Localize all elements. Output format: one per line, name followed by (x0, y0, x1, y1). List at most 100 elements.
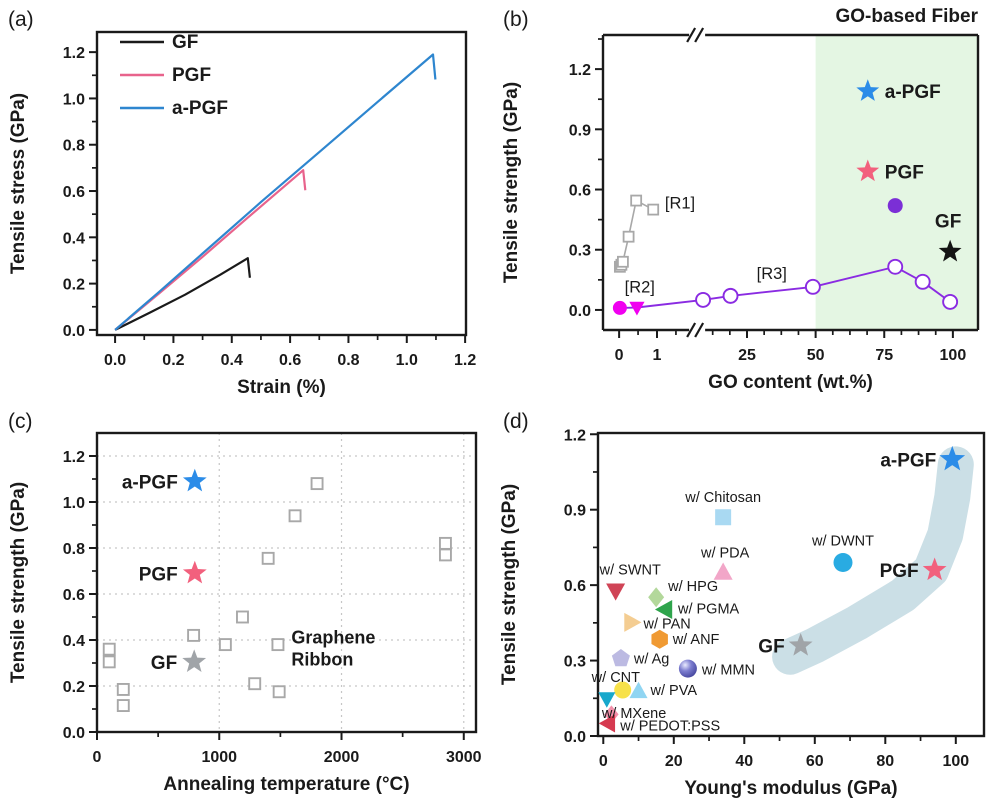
panel-c-series (102, 468, 452, 712)
svg-text:1: 1 (653, 347, 662, 364)
svg-text:GO content (wt.%): GO content (wt.%) (708, 372, 873, 393)
svg-text:0.0: 0.0 (63, 725, 85, 742)
svg-text:w/ SWNT: w/ SWNT (599, 563, 661, 579)
svg-text:Graphene: Graphene (291, 627, 375, 647)
panel-d-series (598, 445, 966, 733)
svg-text:0.8: 0.8 (337, 352, 359, 369)
svg-text:Ribbon: Ribbon (291, 649, 353, 669)
svg-text:1.0: 1.0 (396, 352, 418, 369)
svg-text:w/ MXene: w/ MXene (601, 706, 666, 722)
svg-text:1.2: 1.2 (569, 62, 591, 79)
svg-text:0: 0 (599, 753, 608, 770)
svg-text:0.8: 0.8 (63, 541, 85, 558)
svg-text:w/ PEDOT:PSS: w/ PEDOT:PSS (619, 718, 720, 734)
svg-text:w/ DWNT: w/ DWNT (811, 533, 874, 549)
svg-text:0.6: 0.6 (63, 184, 85, 201)
svg-text:0.0: 0.0 (63, 323, 85, 340)
svg-text:0.2: 0.2 (63, 679, 85, 696)
svg-text:a-PGF: a-PGF (880, 450, 936, 471)
svg-text:Strain (%): Strain (%) (237, 377, 326, 398)
svg-text:3000: 3000 (446, 749, 482, 766)
svg-text:Tensile strength (GPa): Tensile strength (GPa) (499, 484, 520, 685)
svg-text:1.0: 1.0 (63, 495, 85, 512)
svg-text:PGF: PGF (172, 65, 211, 86)
svg-text:1.2: 1.2 (454, 352, 476, 369)
svg-text:75: 75 (875, 347, 893, 364)
svg-text:20: 20 (665, 753, 683, 770)
svg-text:Annealing temperature (°C): Annealing temperature (°C) (163, 774, 409, 795)
svg-text:40: 40 (735, 753, 753, 770)
svg-text:0: 0 (615, 347, 624, 364)
svg-text:0.0: 0.0 (569, 303, 591, 320)
svg-text:w/ MMN: w/ MMN (701, 663, 755, 679)
svg-text:GF: GF (758, 636, 784, 657)
panel-a-series (114, 53, 437, 331)
panel-a-legend: GF PGF a-PGF (120, 32, 228, 119)
svg-text:0.3: 0.3 (569, 243, 591, 260)
svg-text:GF: GF (935, 212, 961, 233)
svg-text:w/ ANF: w/ ANF (672, 632, 720, 648)
svg-text:w/ Ag: w/ Ag (633, 652, 669, 668)
svg-text:0.6: 0.6 (279, 352, 301, 369)
svg-text:1.2: 1.2 (63, 45, 85, 62)
svg-text:[R1]: [R1] (665, 195, 695, 213)
svg-text:PGF: PGF (885, 162, 924, 183)
svg-text:0.2: 0.2 (162, 352, 184, 369)
svg-text:80: 80 (876, 753, 894, 770)
svg-text:a-PGF: a-PGF (122, 472, 178, 493)
svg-text:0.6: 0.6 (569, 183, 591, 200)
svg-text:w/ PAN: w/ PAN (642, 616, 690, 632)
panel-b-go-content-chart: 0 1 25 50 75 100 0.0 0.3 0.6 0.9 1.2 GO content (wt… (501, 6, 980, 393)
svg-text:0.4: 0.4 (63, 230, 85, 247)
svg-text:w/ PGMA: w/ PGMA (677, 602, 740, 618)
panel-d-letter: (d) (503, 410, 529, 433)
svg-text:0.6: 0.6 (564, 578, 586, 595)
svg-text:a-PGF: a-PGF (885, 82, 941, 103)
svg-text:60: 60 (806, 753, 824, 770)
svg-text:GF: GF (172, 32, 198, 53)
svg-text:w/ HPG: w/ HPG (667, 579, 718, 595)
svg-text:1.2: 1.2 (63, 449, 85, 466)
svg-text:w/ PDA: w/ PDA (700, 546, 750, 562)
svg-text:[R2]: [R2] (625, 278, 655, 296)
svg-text:1.0: 1.0 (63, 91, 85, 108)
panel-a-stress-strain-chart: 0.0 0.2 0.4 0.6 0.8 1.0 1.2 0.0 0.2 0.4 0.6 0.8 1.0 1… (8, 30, 476, 398)
svg-text:Tensile strength (GPa): Tensile strength (GPa) (8, 482, 29, 683)
svg-text:25: 25 (738, 347, 756, 364)
svg-text:PGF: PGF (880, 561, 919, 582)
svg-text:0.0: 0.0 (104, 352, 126, 369)
svg-text:w/ CNT: w/ CNT (591, 670, 640, 686)
svg-text:50: 50 (807, 347, 825, 364)
svg-text:0.8: 0.8 (63, 138, 85, 155)
svg-text:0: 0 (93, 749, 102, 766)
svg-text:a-PGF: a-PGF (172, 98, 228, 119)
panel-c-grid (97, 433, 476, 732)
trend-band (772, 446, 974, 675)
panel-b-letter: (b) (503, 8, 529, 31)
svg-text:Young's modulus (GPa): Young's modulus (GPa) (684, 778, 897, 799)
svg-text:0.4: 0.4 (221, 352, 243, 369)
svg-text:1000: 1000 (201, 749, 237, 766)
panel-b-series (612, 79, 962, 316)
svg-text:0.9: 0.9 (569, 122, 591, 139)
svg-text:100: 100 (940, 347, 967, 364)
panel-c-annealing-chart: 0 1000 2000 3000 0.0 0.2 0.4 0.6 0.8 1.0 1.2 Anneal… (8, 431, 482, 795)
svg-text:0.9: 0.9 (564, 503, 586, 520)
svg-text:GO-based Fiber: GO-based Fiber (835, 6, 978, 27)
svg-text:[R3]: [R3] (757, 265, 787, 283)
panel-c-letter: (c) (8, 410, 33, 433)
svg-text:1.2: 1.2 (564, 427, 586, 444)
svg-text:PGF: PGF (139, 564, 178, 585)
svg-text:GF: GF (151, 653, 177, 674)
svg-text:0.2: 0.2 (63, 277, 85, 294)
svg-text:0.4: 0.4 (63, 633, 85, 650)
svg-text:0.6: 0.6 (63, 587, 85, 604)
svg-text:Tensile strength (GPa): Tensile strength (GPa) (501, 82, 522, 283)
svg-text:0.0: 0.0 (564, 729, 586, 746)
panel-d-modulus-chart: 0 20 40 60 80 100 0.0 0.3 0.6 0.9 1.2 Young's modul… (499, 427, 986, 799)
svg-text:0.3: 0.3 (564, 654, 586, 671)
svg-text:w/ PVA: w/ PVA (650, 683, 698, 699)
svg-text:100: 100 (942, 753, 969, 770)
svg-text:Tensile stress (GPa): Tensile stress (GPa) (8, 93, 29, 274)
